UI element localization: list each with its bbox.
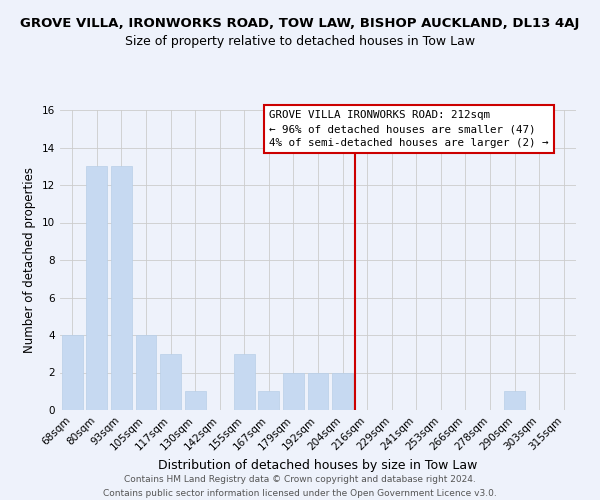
Bar xyxy=(62,335,83,410)
Bar xyxy=(185,391,206,410)
Text: Size of property relative to detached houses in Tow Law: Size of property relative to detached ho… xyxy=(125,35,475,48)
Bar xyxy=(86,166,107,410)
Text: Contains HM Land Registry data © Crown copyright and database right 2024.
Contai: Contains HM Land Registry data © Crown c… xyxy=(103,476,497,498)
Bar xyxy=(234,354,255,410)
X-axis label: Distribution of detached houses by size in Tow Law: Distribution of detached houses by size … xyxy=(158,458,478,471)
Bar xyxy=(111,166,132,410)
Bar xyxy=(283,372,304,410)
Text: GROVE VILLA IRONWORKS ROAD: 212sqm
← 96% of detached houses are smaller (47)
4% : GROVE VILLA IRONWORKS ROAD: 212sqm ← 96%… xyxy=(269,110,548,148)
Y-axis label: Number of detached properties: Number of detached properties xyxy=(23,167,37,353)
Bar xyxy=(332,372,353,410)
Bar xyxy=(136,335,157,410)
Text: GROVE VILLA, IRONWORKS ROAD, TOW LAW, BISHOP AUCKLAND, DL13 4AJ: GROVE VILLA, IRONWORKS ROAD, TOW LAW, BI… xyxy=(20,18,580,30)
Bar xyxy=(259,391,280,410)
Bar xyxy=(160,354,181,410)
Bar xyxy=(308,372,328,410)
Bar xyxy=(504,391,525,410)
